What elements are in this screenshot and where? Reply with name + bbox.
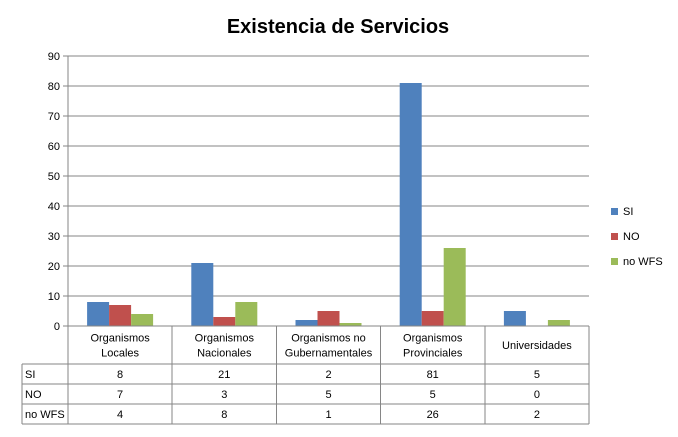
table-cell: 8 xyxy=(117,369,123,381)
category-label: Provinciales xyxy=(403,348,463,360)
y-tick-label: 70 xyxy=(48,111,60,123)
table-cell: 2 xyxy=(534,409,540,421)
bar xyxy=(547,320,570,326)
gridlines xyxy=(68,55,589,327)
table-cell: 4 xyxy=(117,409,123,421)
y-tick-label: 10 xyxy=(48,291,60,303)
table-cell: 5 xyxy=(534,369,540,381)
bar xyxy=(213,317,236,326)
bar xyxy=(421,311,444,326)
table-cell: 5 xyxy=(430,389,436,401)
category-label: Universidades xyxy=(502,340,572,352)
bar xyxy=(131,314,154,326)
category-label: Organismos xyxy=(195,333,255,345)
table-cell: 81 xyxy=(427,369,439,381)
table-row-label: NO xyxy=(25,389,42,401)
y-tick-label: 50 xyxy=(48,171,60,183)
legend-swatch xyxy=(611,258,618,265)
legend-label: NO xyxy=(623,231,640,243)
table-cell: 3 xyxy=(221,389,227,401)
bar xyxy=(317,311,340,326)
legend-swatch xyxy=(611,233,618,240)
bar xyxy=(339,323,362,326)
category-label: Nacionales xyxy=(197,348,252,360)
legend-label: no WFS xyxy=(623,256,663,268)
table-cell: 2 xyxy=(325,369,331,381)
bar xyxy=(503,311,526,326)
bar xyxy=(295,320,318,326)
y-tick-label: 0 xyxy=(54,321,60,333)
bar xyxy=(443,248,466,326)
legend: SI NO no WFS xyxy=(611,206,663,268)
bar xyxy=(399,83,422,326)
category-label: Locales xyxy=(101,348,139,360)
data-table: Organismos Locales Organismos Nacionales Org… xyxy=(21,325,590,425)
bar xyxy=(235,302,258,326)
y-tick-label: 60 xyxy=(48,141,60,153)
category-label: Gubernamentales xyxy=(285,348,373,360)
table-cell: 26 xyxy=(427,409,439,421)
table-cell: 21 xyxy=(218,369,230,381)
y-tick-label: 30 xyxy=(48,231,60,243)
y-tick-label: 20 xyxy=(48,261,60,273)
table-row-label: no WFS xyxy=(25,409,65,421)
y-tick-label: 90 xyxy=(48,51,60,63)
table-cell: 1 xyxy=(325,409,331,421)
bar xyxy=(87,302,110,326)
table-cell: 7 xyxy=(117,389,123,401)
bars xyxy=(87,83,570,326)
chart-title: Existencia de Servicios xyxy=(227,16,449,38)
legend-label: SI xyxy=(623,206,633,218)
table-cell: 8 xyxy=(221,409,227,421)
table-cell: 5 xyxy=(325,389,331,401)
table-row-label: SI xyxy=(25,369,35,381)
y-tick-label: 80 xyxy=(48,81,60,93)
category-label: Organismos no xyxy=(291,333,366,345)
bar xyxy=(191,263,214,326)
legend-swatch xyxy=(611,208,618,215)
y-axis: 0 10 20 30 40 50 60 70 80 90 xyxy=(48,51,69,333)
category-label: Organismos xyxy=(403,333,463,345)
y-tick-label: 40 xyxy=(48,201,60,213)
table-cell: 0 xyxy=(534,389,540,401)
category-label: Organismos xyxy=(90,333,150,345)
bar xyxy=(109,305,132,326)
